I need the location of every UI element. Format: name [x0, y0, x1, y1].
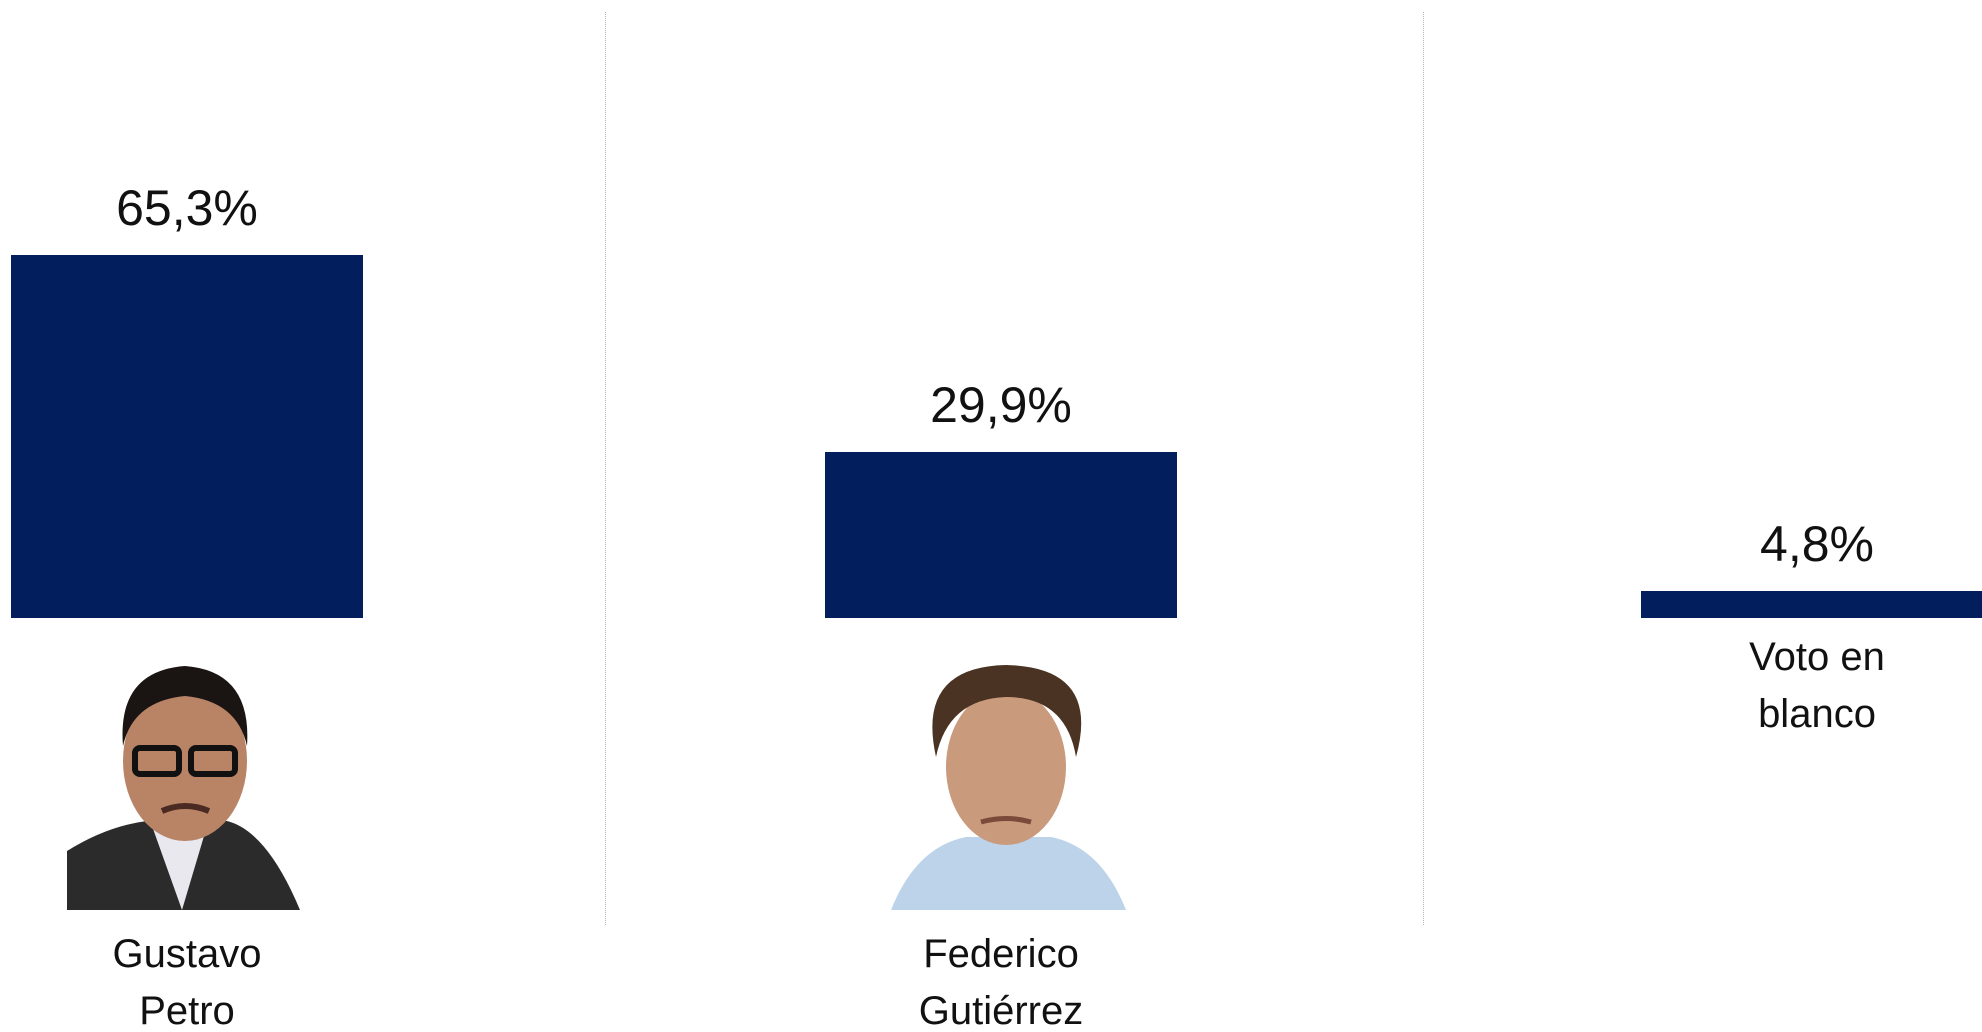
separator: [605, 12, 606, 925]
value-label: 4,8%: [1760, 516, 1874, 573]
bar: [11, 255, 363, 618]
bar: [825, 451, 1177, 618]
category-label: Voto en blanco: [1749, 635, 1885, 736]
category-label: Gustavo Petro: [112, 932, 262, 1032]
bar: [1641, 591, 1982, 618]
value-label: 29,9%: [930, 376, 1072, 433]
value-label: 65,3%: [116, 180, 258, 237]
separator: [1423, 12, 1424, 925]
candidate-photo: [891, 665, 1126, 910]
category-label: Federico Gutiérrez: [918, 932, 1084, 1032]
candidate-photo: [67, 666, 300, 910]
